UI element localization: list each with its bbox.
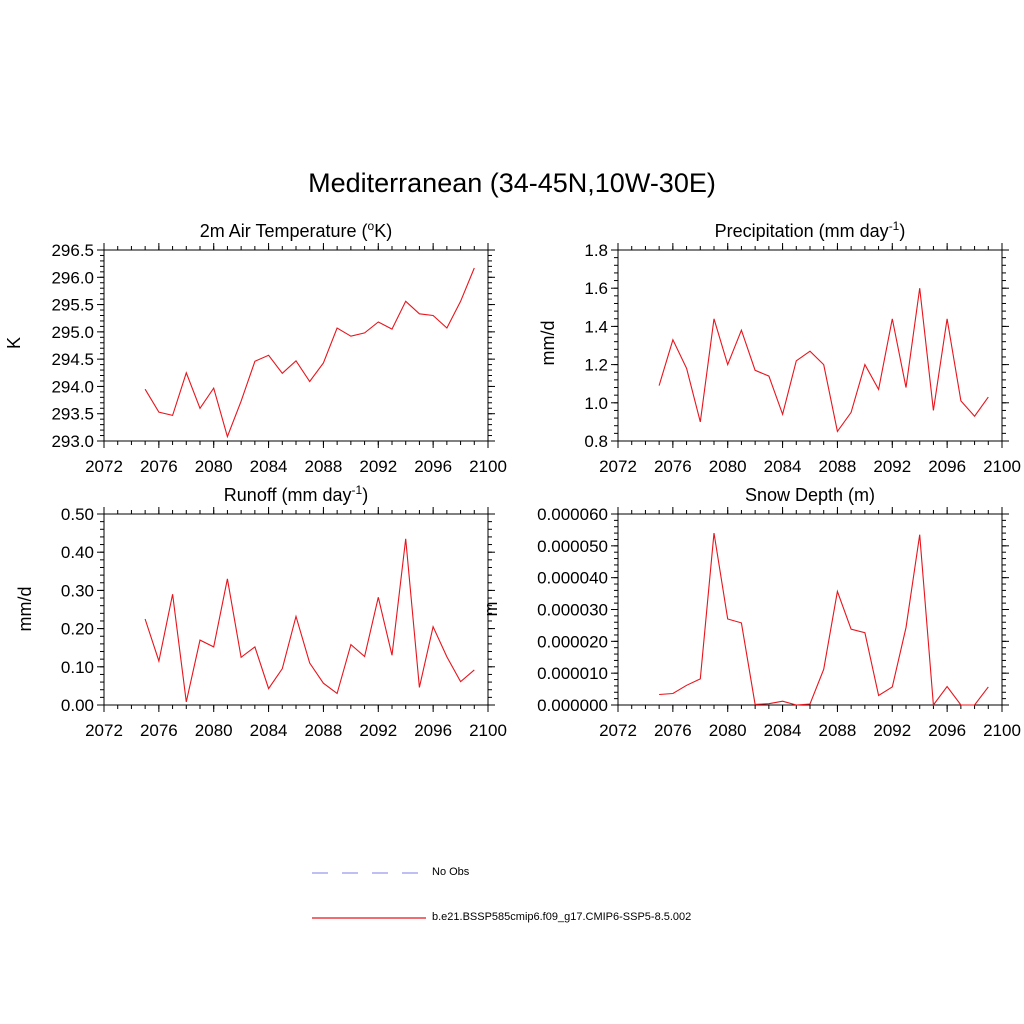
panel-4-xtick-label: 2088: [819, 721, 857, 740]
panel-4-xtick-label: 2092: [873, 721, 911, 740]
panel-2-title: Precipitation (mm day-1): [715, 219, 906, 241]
panel-3-xtick-label: 2092: [359, 721, 397, 740]
panel-2-xtick-label: 2096: [928, 457, 966, 476]
panel-3-xtick-label: 2080: [195, 721, 233, 740]
panel-4-xtick-label: 2080: [709, 721, 747, 740]
panel-3-title: Runoff (mm day-1): [224, 483, 368, 505]
panel-1-title: 2m Air Temperature (oK): [200, 219, 392, 241]
panel-4-xtick-label: 2100: [983, 721, 1021, 740]
panel-2-xtick-label: 2088: [819, 457, 857, 476]
panel-3-xtick-label: 2096: [414, 721, 452, 740]
panel-1-ytick-label: 295.5: [51, 296, 94, 315]
panel-2-ytick-label: 1.0: [584, 394, 608, 413]
panel-2-xtick-label: 2076: [654, 457, 692, 476]
panel-3-ylabel: mm/d: [15, 587, 35, 632]
panel-3-xtick-label: 2088: [305, 721, 343, 740]
panel-3-series-line: [144, 538, 475, 703]
panel-4-title: Snow Depth (m): [745, 485, 875, 505]
panel-2-ytick-label: 1.2: [584, 356, 608, 375]
legend-label-model: b.e21.BSSP585cmip6.f09_g17.CMIP6-SSP5-8.…: [432, 911, 692, 923]
panel-4-xtick-label: 2076: [654, 721, 692, 740]
panel-4-xtick-label: 2096: [928, 721, 966, 740]
panel-1-xtick-label: 2072: [85, 457, 123, 476]
panel-1-xtick-label: 2096: [414, 457, 452, 476]
panel-1-ytick-label: 295.0: [51, 323, 94, 342]
panel-4-ytick-label: 0.000030: [537, 601, 608, 620]
panel-1-ytick-label: 296.0: [51, 268, 94, 287]
panel-2-ytick-label: 1.8: [584, 241, 608, 260]
panel-3-xtick-label: 2084: [250, 721, 288, 740]
panel-1-xtick-label: 2080: [195, 457, 233, 476]
panel-2-ylabel: mm/d: [538, 321, 558, 366]
panel-2-xtick-label: 2084: [764, 457, 802, 476]
panel-2-xtick-label: 2072: [599, 457, 637, 476]
panel-2-ytick-label: 1.6: [584, 279, 608, 298]
panel-1-xtick-label: 2100: [469, 457, 507, 476]
panel-2-ytick-label: 1.4: [584, 317, 608, 336]
panel-1-ytick-label: 296.5: [51, 241, 94, 260]
panel-1-ytick-label: 293.5: [51, 405, 94, 424]
panel-2-xtick-label: 2092: [873, 457, 911, 476]
panel-4-ytick-label: 0.000060: [537, 505, 608, 524]
panel-1-xtick-label: 2076: [140, 457, 178, 476]
panel-3-xtick-label: 2100: [469, 721, 507, 740]
panel-1-xtick-label: 2084: [250, 457, 288, 476]
panel-4-ytick-label: 0.000050: [537, 537, 608, 556]
panel-1-xtick-label: 2092: [359, 457, 397, 476]
panel-2-series-line: [658, 288, 989, 433]
panel-4-frame: [617, 513, 1003, 706]
panel-3-ytick-label: 0.30: [61, 581, 94, 600]
panel-4-xtick-label: 2072: [599, 721, 637, 740]
panel-2-xtick-label: 2080: [709, 457, 747, 476]
panel-1-ytick-label: 293.0: [51, 432, 94, 451]
panel-4-xtick-label: 2084: [764, 721, 802, 740]
panel-3-ytick-label: 0.10: [61, 658, 94, 677]
legend-label-obs: No Obs: [432, 866, 470, 878]
panel-4-ylabel: m: [481, 602, 501, 617]
panel-1-ytick-label: 294.0: [51, 377, 94, 396]
panel-3-ytick-label: 0.00: [61, 696, 94, 715]
figure-title: Mediterranean (34-45N,10W-30E): [308, 168, 716, 198]
panel-1-ylabel: K: [4, 337, 24, 349]
panel-1-series-line: [144, 267, 475, 439]
panel-4-ytick-label: 0.000000: [537, 696, 608, 715]
panel-1-xtick-label: 2088: [305, 457, 343, 476]
panel-4-ytick-label: 0.000010: [537, 664, 608, 683]
panel-3-ytick-label: 0.40: [61, 543, 94, 562]
panel-2-xtick-label: 2100: [983, 457, 1021, 476]
panel-4-series-line: [659, 533, 989, 707]
panel-1-ytick-label: 294.5: [51, 350, 94, 369]
panel-2-ytick-label: 0.8: [584, 432, 608, 451]
panel-3-ytick-label: 0.20: [61, 620, 94, 639]
panel-4-ytick-label: 0.000040: [537, 569, 608, 588]
panel-4-ytick-label: 0.000020: [537, 632, 608, 651]
panel-3-frame: [103, 513, 489, 706]
panel-3-xtick-label: 2072: [85, 721, 123, 740]
panel-3-ytick-label: 0.50: [61, 505, 94, 524]
panel-3-xtick-label: 2076: [140, 721, 178, 740]
